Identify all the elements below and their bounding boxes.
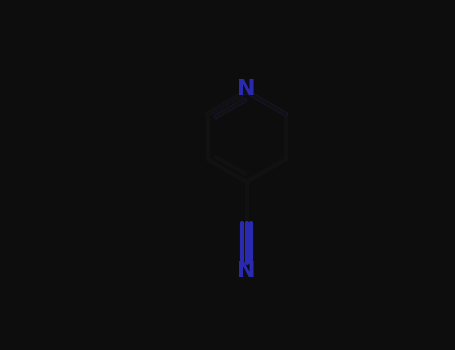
Text: N: N: [238, 261, 256, 281]
Text: N: N: [238, 79, 256, 99]
